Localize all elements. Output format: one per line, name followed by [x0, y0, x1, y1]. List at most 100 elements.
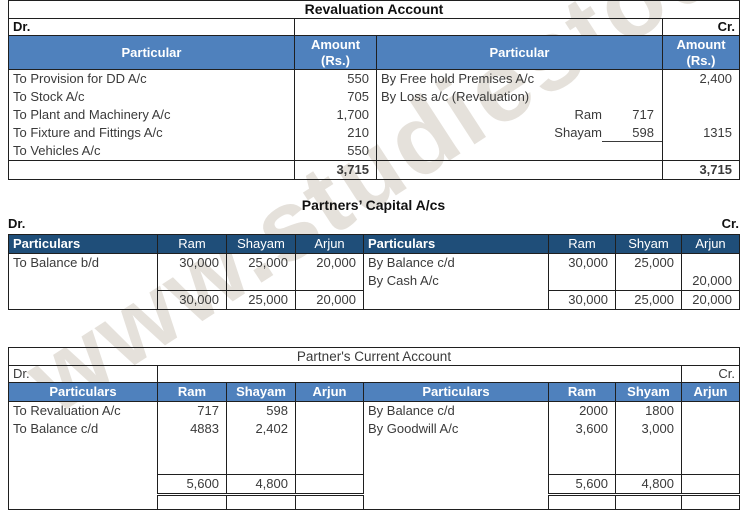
capital-total-row: 30,000 25,000 20,000 30,000 25,000 20,00…: [8, 290, 740, 310]
current-total-row: 5,600 4,800 5,600 4,800: [8, 474, 740, 496]
debit-total-shayam: 25,000: [226, 290, 296, 310]
capital-dr-label: Dr.: [8, 216, 26, 231]
spacer-cell: [295, 494, 364, 510]
spacer-cell: [8, 494, 158, 510]
entry-amount: 25,000: [634, 255, 674, 270]
capital-cr-label: Cr.: [721, 216, 739, 231]
partner-share-value: 598: [602, 124, 662, 142]
credit-total-arjun: 20,000: [681, 290, 740, 310]
col-header-ram-debit: Ram: [157, 382, 227, 402]
credit-particulars-cell: By Balance c/d By Cash A/c: [363, 253, 549, 291]
entry-label: To Balance b/d: [13, 255, 100, 270]
entry-amount: 30,000: [179, 255, 219, 270]
col-header-particulars-credit: Particulars: [363, 234, 549, 254]
debit-particulars-cell: To Provision for DD A/c To Stock A/c To …: [8, 69, 295, 161]
entry-amount: [297, 420, 363, 438]
col-header-arjun-credit: Arjun: [681, 382, 740, 402]
spacer-cell: [681, 494, 740, 510]
current-body-row: To Revaluation A/c To Balance c/d 717 48…: [8, 401, 740, 475]
col-header-ram-debit: Ram: [157, 234, 227, 254]
debit-entry-label: To Vehicles A/c: [13, 143, 101, 158]
entry-label: By Goodwill A/c: [368, 421, 459, 436]
credit-ram-cell: 2000 3,600: [548, 401, 616, 475]
revaluation-header-row: Particular Amount (Rs.) Particular Amoun…: [8, 35, 740, 70]
debit-entry-label: To Fixture and Fittings A/c: [13, 125, 163, 140]
spacer-cell: [615, 494, 682, 510]
entry-amount: [228, 272, 295, 290]
blank-line: [664, 142, 739, 160]
debit-entry-label: To Plant and Machinery A/c: [13, 107, 171, 122]
debit-shayam-cell: 25,000: [226, 253, 296, 291]
col-header-arjun-debit: Arjun: [295, 382, 364, 402]
capital-body-row: To Balance b/d 30,000 25,000 20,000 By B…: [8, 253, 740, 291]
loss-share-ram: Ram 717: [378, 106, 662, 124]
revaluation-cr-label: Cr.: [662, 18, 740, 36]
debit-total: 3,715: [294, 160, 377, 180]
spacer-cell: [363, 494, 549, 510]
debit-particulars-cell: To Balance b/d: [8, 253, 158, 291]
entry-label: By Cash A/c: [368, 273, 439, 288]
debit-total-arjun: [295, 474, 364, 496]
partner-name: Ram: [574, 107, 602, 122]
credit-ram-cell: 30,000: [548, 253, 616, 291]
entry-amount: [159, 272, 226, 290]
entry-label: By Balance c/d: [368, 255, 455, 270]
debit-entry-amount: 550: [347, 143, 369, 158]
col-header-ram-credit: Ram: [548, 234, 616, 254]
spacer-cell: [8, 474, 158, 495]
blank-line: [664, 88, 739, 106]
entry-amount: [683, 420, 739, 438]
debit-entry-label: To Stock A/c: [13, 89, 85, 104]
capital-header-row: Particulars Ram Shayam Arjun Particulars…: [8, 234, 740, 254]
credit-entry-label: By Free hold Premises A/c: [381, 71, 535, 86]
debit-ram-cell: 30,000: [157, 253, 227, 291]
spacer-cell: [157, 365, 682, 383]
credit-arjun-cell: 20,000: [681, 253, 740, 291]
debit-entry-amount: 210: [347, 125, 369, 140]
col-header-shyam-credit: Shyam: [615, 382, 682, 402]
entry-amount: 20,000: [316, 255, 356, 270]
col-header-arjun-debit: Arjun: [295, 234, 364, 254]
debit-total-arjun: 20,000: [295, 290, 364, 310]
debit-total-ram: 30,000: [157, 290, 227, 310]
credit-total-ram: 5,600: [548, 474, 616, 496]
entry-amount: [617, 272, 681, 290]
debit-particulars-cell: To Revaluation A/c To Balance c/d: [8, 401, 158, 475]
entry-amount: 2,402: [255, 421, 288, 436]
capital-account-table: Particulars Ram Shayam Arjun Particulars…: [8, 234, 740, 310]
credit-shyam-cell: 25,000: [615, 253, 682, 291]
col-header-shayam-debit: Shayam: [226, 382, 296, 402]
entry-label: To Revaluation A/c: [13, 403, 121, 418]
debit-amounts-cell: 550 705 1,700 210 550: [294, 69, 377, 161]
col-header-ram-credit: Ram: [548, 382, 616, 402]
col-header-particulars-credit: Particulars: [363, 382, 549, 402]
credit-particulars-cell: By Balance c/d By Goodwill A/c: [363, 401, 549, 475]
entry-amount: 4883: [190, 421, 219, 436]
debit-total-ram: 5,600: [157, 474, 227, 496]
spacer-cell: [157, 494, 227, 510]
current-drcr-row: Dr. Cr.: [8, 365, 740, 383]
credit-arjun-cell: [681, 401, 740, 475]
current-cr-label: Cr.: [681, 365, 740, 383]
col-header-particulars-debit: Particulars: [8, 382, 158, 402]
revaluation-drcr-row: Dr. Cr.: [8, 18, 740, 36]
spacer-cell: [376, 160, 663, 180]
current-header-row: Particulars Ram Shayam Arjun Particulars…: [8, 382, 740, 402]
spacer-cell: [363, 290, 549, 310]
credit-total-arjun: [681, 474, 740, 496]
entry-amount: [550, 272, 615, 290]
capital-account-title: Partners’ Capital A/cs: [301, 197, 446, 213]
credit-total-shyam: 25,000: [615, 290, 682, 310]
blank-line: [664, 106, 739, 124]
revaluation-body-row: To Provision for DD A/c To Stock A/c To …: [8, 69, 740, 161]
current-account-table: Partner's Current Account Dr. Cr. Partic…: [8, 347, 740, 510]
revaluation-account-table: Revaluation Account Dr. Cr. Particular A…: [8, 0, 740, 180]
spacer-cell: [363, 474, 549, 495]
entry-amount: 3,000: [641, 421, 674, 436]
partner-share-value: 717: [632, 107, 654, 122]
debit-total-shayam: 4,800: [226, 474, 296, 496]
entry-amount: [297, 403, 363, 421]
debit-entry-amount: 1,700: [336, 107, 369, 122]
entry-amount: 598: [266, 403, 288, 418]
